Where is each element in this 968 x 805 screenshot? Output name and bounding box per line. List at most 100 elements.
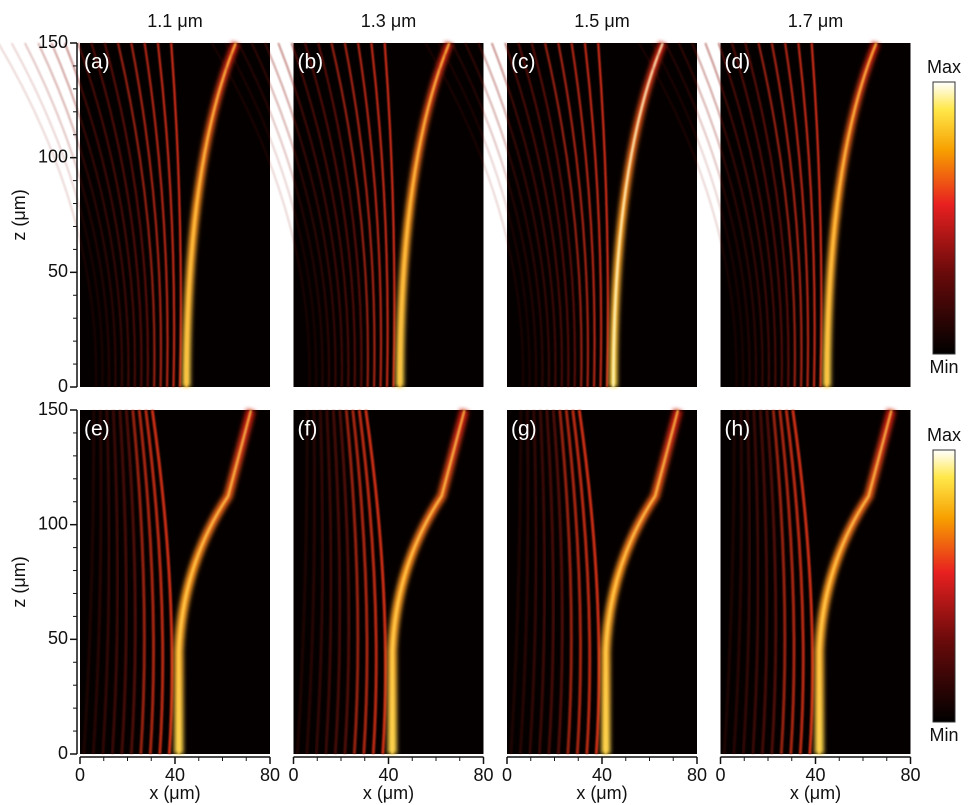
fringe: [504, 42, 564, 388]
column-title: 1.3 μm: [361, 11, 416, 31]
fringe: [758, 409, 769, 755]
fringe: [250, 42, 331, 388]
y-tick-label: 50: [48, 628, 68, 648]
beam-core: [604, 409, 680, 754]
fringe: [210, 42, 311, 388]
fringe: [651, 42, 745, 388]
heatmap: [720, 408, 911, 755]
fringe: [324, 409, 333, 755]
fringe: [23, 42, 111, 388]
fringe: [130, 42, 163, 388]
fringe: [263, 42, 337, 388]
colorbar: [932, 449, 956, 723]
fringe: [490, 42, 557, 388]
panel-label: (h): [725, 418, 751, 441]
fringe: [677, 42, 758, 388]
fringe: [791, 409, 815, 755]
fringe: [784, 409, 805, 755]
fringe: [143, 42, 169, 388]
fringe: [530, 42, 577, 388]
colorbar: [932, 81, 956, 355]
fringe: [537, 409, 547, 755]
panel-label: (e): [84, 418, 110, 441]
beam-core: [612, 42, 664, 388]
y-tick-label: 150: [38, 32, 68, 52]
fringe: [730, 42, 784, 388]
column-title: 1.1 μm: [147, 11, 202, 31]
beam-core: [398, 42, 451, 388]
fringe: [91, 409, 103, 755]
fringe: [116, 42, 156, 388]
fringe: [295, 409, 309, 755]
fringe: [10, 42, 104, 388]
fringe: [717, 42, 777, 388]
heatmap: [210, 41, 484, 388]
x-tick-label: 0: [75, 765, 85, 785]
fringe: [424, 42, 525, 388]
fringe: [583, 42, 603, 388]
x-axis-label: x (μm): [790, 783, 841, 803]
fringe: [364, 409, 388, 755]
x-tick-label: 40: [378, 765, 398, 785]
fringe: [77, 42, 137, 388]
fringe: [637, 42, 738, 388]
fringe: [464, 42, 544, 388]
fringe: [90, 42, 143, 388]
fringe: [237, 42, 324, 388]
panel-label: (b): [298, 51, 324, 74]
column-title: 1.7 μm: [788, 11, 843, 31]
fringe: [170, 42, 182, 388]
fringe: [690, 42, 764, 388]
y-axis-label: z (μm): [9, 556, 29, 607]
fringe: [570, 42, 596, 388]
beam-core: [177, 409, 253, 754]
fringe: [290, 42, 350, 388]
fringe: [344, 409, 360, 755]
fringe: [551, 409, 564, 755]
fringe: [144, 409, 165, 755]
fringe: [82, 409, 96, 755]
y-tick-label: 0: [58, 376, 68, 396]
fringe: [330, 42, 370, 388]
x-tick-label: 0: [715, 765, 725, 785]
fringe: [771, 409, 787, 755]
beam-core: [818, 409, 893, 754]
fringe: [314, 409, 325, 755]
colorbar-max-label: Max: [927, 57, 961, 77]
fringe: [118, 409, 128, 755]
fringe: [63, 42, 130, 388]
heatmap: [424, 41, 697, 388]
fringe: [757, 42, 797, 388]
x-tick-label: 40: [805, 765, 825, 785]
x-tick-label: 80: [900, 765, 920, 785]
beam-core: [185, 42, 237, 388]
column-title: 1.5 μm: [574, 11, 629, 31]
fringe: [150, 409, 174, 755]
fringe: [131, 409, 146, 755]
beam-core: [391, 409, 466, 754]
fringe: [317, 42, 363, 388]
panel-label: (f): [298, 418, 318, 441]
fringe: [437, 42, 531, 388]
x-axis-label: x (μm): [363, 783, 414, 803]
fringe: [370, 42, 389, 388]
fringe: [357, 42, 383, 388]
fringe: [477, 42, 551, 388]
y-tick-label: 100: [38, 146, 68, 166]
fringe: [597, 42, 609, 388]
fringe: [156, 42, 176, 388]
fringe: [664, 42, 751, 388]
x-axis-label: x (μm): [149, 783, 200, 803]
fringe: [741, 409, 752, 755]
panel-label: (c): [511, 51, 536, 74]
fringe: [722, 409, 736, 755]
fringe: [509, 409, 523, 755]
fringe: [101, 409, 111, 755]
fringe: [303, 42, 357, 388]
fringe: [744, 42, 790, 388]
x-tick-label: 80: [687, 765, 707, 785]
fringe: [517, 42, 570, 388]
fringe: [577, 409, 601, 755]
fringe: [277, 42, 344, 388]
fringe: [338, 409, 351, 755]
